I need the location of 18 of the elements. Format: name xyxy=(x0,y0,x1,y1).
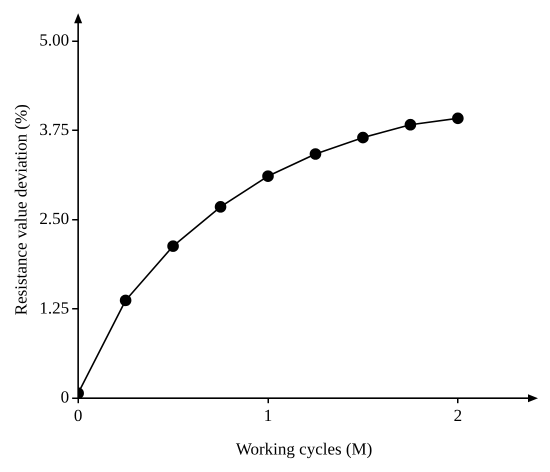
point xyxy=(404,118,416,131)
x-tick-label: 2 xyxy=(454,406,462,425)
point xyxy=(310,148,322,160)
y-tick-label: 3.75 xyxy=(39,120,70,139)
point xyxy=(357,132,369,144)
point xyxy=(214,201,226,213)
point xyxy=(262,170,274,182)
x-axis-title: Working cycles (M) xyxy=(236,439,372,458)
y-tick-label: 1.25 xyxy=(39,298,70,318)
y-axis-title: Resistance value deviation (%) xyxy=(12,104,31,316)
point xyxy=(167,240,179,252)
y-tick-label: 5.00 xyxy=(39,30,70,50)
y-tick-label: 2.50 xyxy=(39,209,70,228)
point xyxy=(452,112,464,124)
point xyxy=(120,294,132,306)
x-tick-label: 1 xyxy=(264,406,272,425)
y-tick-label: 0 xyxy=(60,388,70,407)
x-tick-label: 0 xyxy=(74,406,82,425)
